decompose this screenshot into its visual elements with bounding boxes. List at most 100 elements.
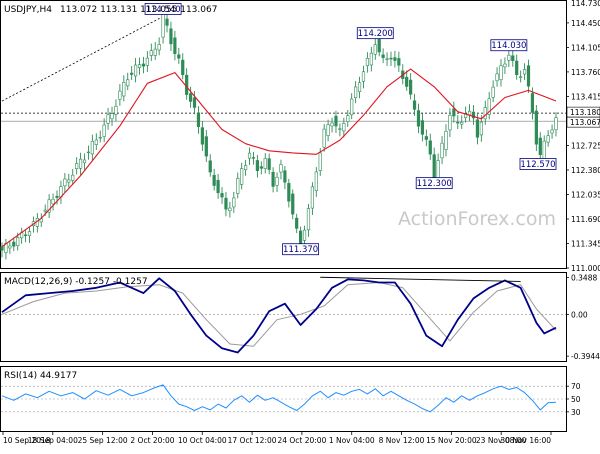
annotation-label: 112.300 bbox=[417, 179, 452, 189]
macd-main-line bbox=[1, 277, 557, 354]
candle-body bbox=[412, 100, 417, 110]
candle-body bbox=[495, 73, 499, 82]
candle-body bbox=[475, 119, 480, 138]
x-tick-label: 18 Sep 04:00 bbox=[28, 436, 78, 445]
candle-body bbox=[346, 115, 350, 122]
price-tick-label: 112.725 bbox=[571, 141, 600, 150]
candle-body bbox=[334, 115, 338, 127]
candle-body bbox=[381, 54, 385, 59]
candle-body bbox=[503, 63, 507, 68]
candle-body bbox=[27, 231, 32, 237]
price-tick-label: 111.000 bbox=[571, 264, 600, 273]
candle-body bbox=[251, 157, 256, 159]
candle-body bbox=[188, 93, 193, 102]
candle-body bbox=[157, 44, 161, 51]
price-tick-label: 114.450 bbox=[571, 19, 600, 28]
candle-body bbox=[373, 44, 377, 55]
candle-body bbox=[75, 163, 79, 169]
candle-body bbox=[393, 57, 397, 61]
candle-body bbox=[554, 117, 558, 131]
price-tick-label: 112.035 bbox=[571, 190, 600, 199]
candle-body bbox=[448, 114, 452, 131]
candle-body bbox=[47, 199, 51, 213]
candle-body bbox=[86, 151, 91, 154]
candle-body bbox=[133, 64, 138, 77]
candle-body bbox=[432, 154, 436, 181]
x-tick-label: 30 Nov 16:00 bbox=[500, 436, 551, 445]
candle-body bbox=[263, 158, 267, 169]
price-tick-label: 111.690 bbox=[571, 215, 600, 224]
price-tick-label: 112.380 bbox=[571, 166, 600, 175]
candle-body bbox=[522, 69, 527, 75]
candle-body bbox=[114, 106, 118, 115]
candle-body bbox=[428, 140, 432, 155]
macd-signal-line bbox=[1, 282, 557, 347]
current-price-tag-label: 113.067 bbox=[570, 118, 600, 127]
macd-series bbox=[1, 276, 566, 354]
candle-body bbox=[122, 81, 126, 97]
candle-body bbox=[267, 158, 271, 170]
candle-body bbox=[8, 245, 12, 249]
candle-body bbox=[126, 79, 130, 87]
candle-body bbox=[424, 136, 428, 140]
candle-body bbox=[519, 76, 523, 78]
candle-body bbox=[397, 58, 401, 66]
candle-body bbox=[283, 170, 287, 183]
candle-body bbox=[204, 136, 208, 157]
macd-title: MACD(12,26,9) -0.1257 -0.1257 bbox=[4, 277, 148, 287]
candle-body bbox=[515, 60, 519, 76]
candle-body bbox=[350, 98, 354, 116]
candle-body bbox=[51, 198, 55, 205]
x-tick-label: 15 Nov 20:00 bbox=[426, 436, 477, 445]
candle-body bbox=[23, 234, 28, 236]
candle-body bbox=[405, 76, 409, 87]
annotation-box bbox=[490, 39, 528, 52]
candle-body bbox=[471, 111, 476, 119]
x-tick-label: 25 Sep 12:00 bbox=[78, 436, 128, 445]
candle-body bbox=[530, 93, 535, 113]
candle-body bbox=[181, 59, 185, 76]
candle-body bbox=[200, 127, 204, 145]
candle-body bbox=[361, 71, 366, 82]
candle-body bbox=[149, 50, 153, 56]
macd-tick-label: -0.3944 bbox=[571, 352, 600, 361]
x-tick-label: 23 Nov 08:00 bbox=[476, 436, 527, 445]
candle-body bbox=[98, 136, 102, 139]
candle-body bbox=[306, 208, 311, 231]
candle-body bbox=[55, 195, 59, 198]
candle-body bbox=[94, 139, 98, 145]
candle-body bbox=[499, 65, 503, 81]
x-tick-label: 8 Nov 12:00 bbox=[379, 436, 425, 445]
candle-body bbox=[247, 152, 252, 159]
candle-body bbox=[314, 171, 318, 191]
candle-body bbox=[302, 229, 307, 241]
candle-body bbox=[145, 57, 149, 66]
x-tick-label: 2 Oct 20:00 bbox=[130, 436, 174, 445]
price-pane bbox=[0, 0, 567, 269]
candle-body bbox=[244, 165, 248, 171]
candle-body bbox=[228, 207, 232, 212]
annotation-box bbox=[356, 27, 394, 40]
moving-average-line bbox=[1, 68, 557, 248]
candle-body bbox=[483, 107, 487, 120]
macd-tick-label: 0.3488 bbox=[571, 273, 597, 282]
candle-body bbox=[534, 110, 538, 145]
candle-body bbox=[82, 159, 87, 164]
price-tick-label: 114.105 bbox=[571, 43, 600, 52]
candle-body bbox=[436, 160, 440, 179]
annotation-box bbox=[144, 3, 182, 15]
price-series: 114.540 111.370 114.200 112.300 114.030 112.5… bbox=[0, 3, 566, 260]
candle-body bbox=[354, 86, 358, 99]
candle-body bbox=[236, 178, 240, 194]
candle-body bbox=[291, 193, 295, 215]
candle-body bbox=[137, 64, 142, 69]
watermark: ActionForex.com bbox=[398, 208, 556, 230]
candle-body bbox=[275, 176, 279, 186]
current-price-tag bbox=[566, 116, 600, 128]
candle-body bbox=[173, 37, 177, 55]
candle-body bbox=[177, 54, 181, 59]
candle-body bbox=[385, 58, 389, 60]
x-tick-label: 17 Oct 12:00 bbox=[228, 436, 277, 445]
candle-body bbox=[192, 97, 197, 108]
candle-body bbox=[110, 113, 114, 120]
